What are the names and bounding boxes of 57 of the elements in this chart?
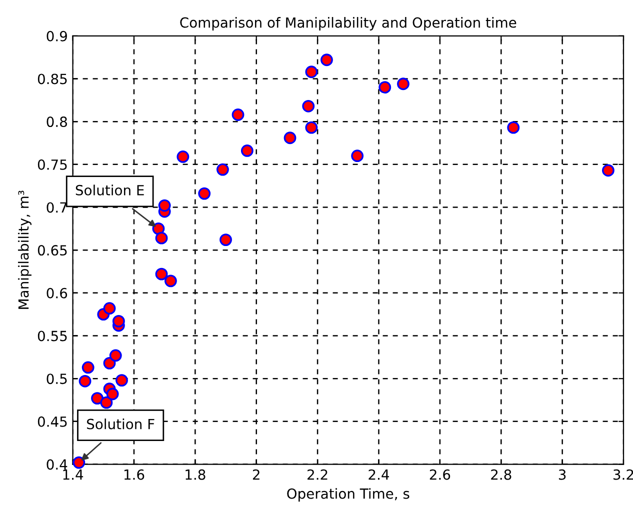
x-tick-label: 3.2 [614,469,633,480]
point [155,268,168,280]
point [220,234,232,246]
point [164,274,177,288]
point [216,163,229,176]
point [72,456,86,469]
point [240,144,254,157]
annotation: Solution E [76,184,144,196]
point [284,132,296,144]
point [82,361,94,374]
y-tick-label: 0.75 [38,159,67,170]
point [378,81,392,94]
x-tick-label: 3 [558,469,566,480]
point [103,302,116,315]
point [232,108,244,121]
point [155,232,168,244]
point [116,374,128,387]
y-tick-label: 0.65 [38,245,67,256]
point [198,187,211,200]
x-tick-label: 1.4 [63,470,84,480]
x-tick-label: 2.4 [368,469,390,480]
y-tick-label: 0.7 [46,202,67,213]
point [78,374,92,388]
point [302,100,315,112]
point [305,121,318,134]
x-axis-title: Operation Time, s [287,488,410,502]
point [507,121,520,134]
point [397,78,410,90]
point [305,66,318,78]
x-tick-label: 2.6 [430,469,450,480]
y-tick-label: 0.45 [38,416,67,427]
y-tick-label: 0.4 [46,459,68,470]
point [176,150,190,163]
x-tick-label: 2.8 [491,469,512,480]
point [320,54,333,66]
point [100,396,113,409]
point [112,314,125,328]
x-tick-label: 1.8 [186,469,206,480]
point [103,356,116,370]
y-tick-label: 0.85 [38,74,67,84]
y-tick-label: 0.8 [46,116,67,128]
point [602,164,614,177]
y-tick-label: 0.5 [46,374,67,384]
x-tick-label: 2.2 [308,469,328,480]
annotation: Solution F [87,418,154,430]
y-axis-title: Manipilability, m³ [18,190,32,309]
point [106,388,119,400]
point [158,199,171,212]
x-tick-label: 2 [252,469,260,480]
x-tick-label: 1.6 [124,469,144,480]
point [91,392,104,405]
y-tick-label: 0.9 [46,30,67,42]
point [351,150,364,162]
chart-title: Comparison of Manipilability and Operation time [180,17,516,30]
point [109,349,122,362]
y-tick-label: 0.55 [38,330,67,342]
y-tick-label: 0.6 [46,288,68,298]
